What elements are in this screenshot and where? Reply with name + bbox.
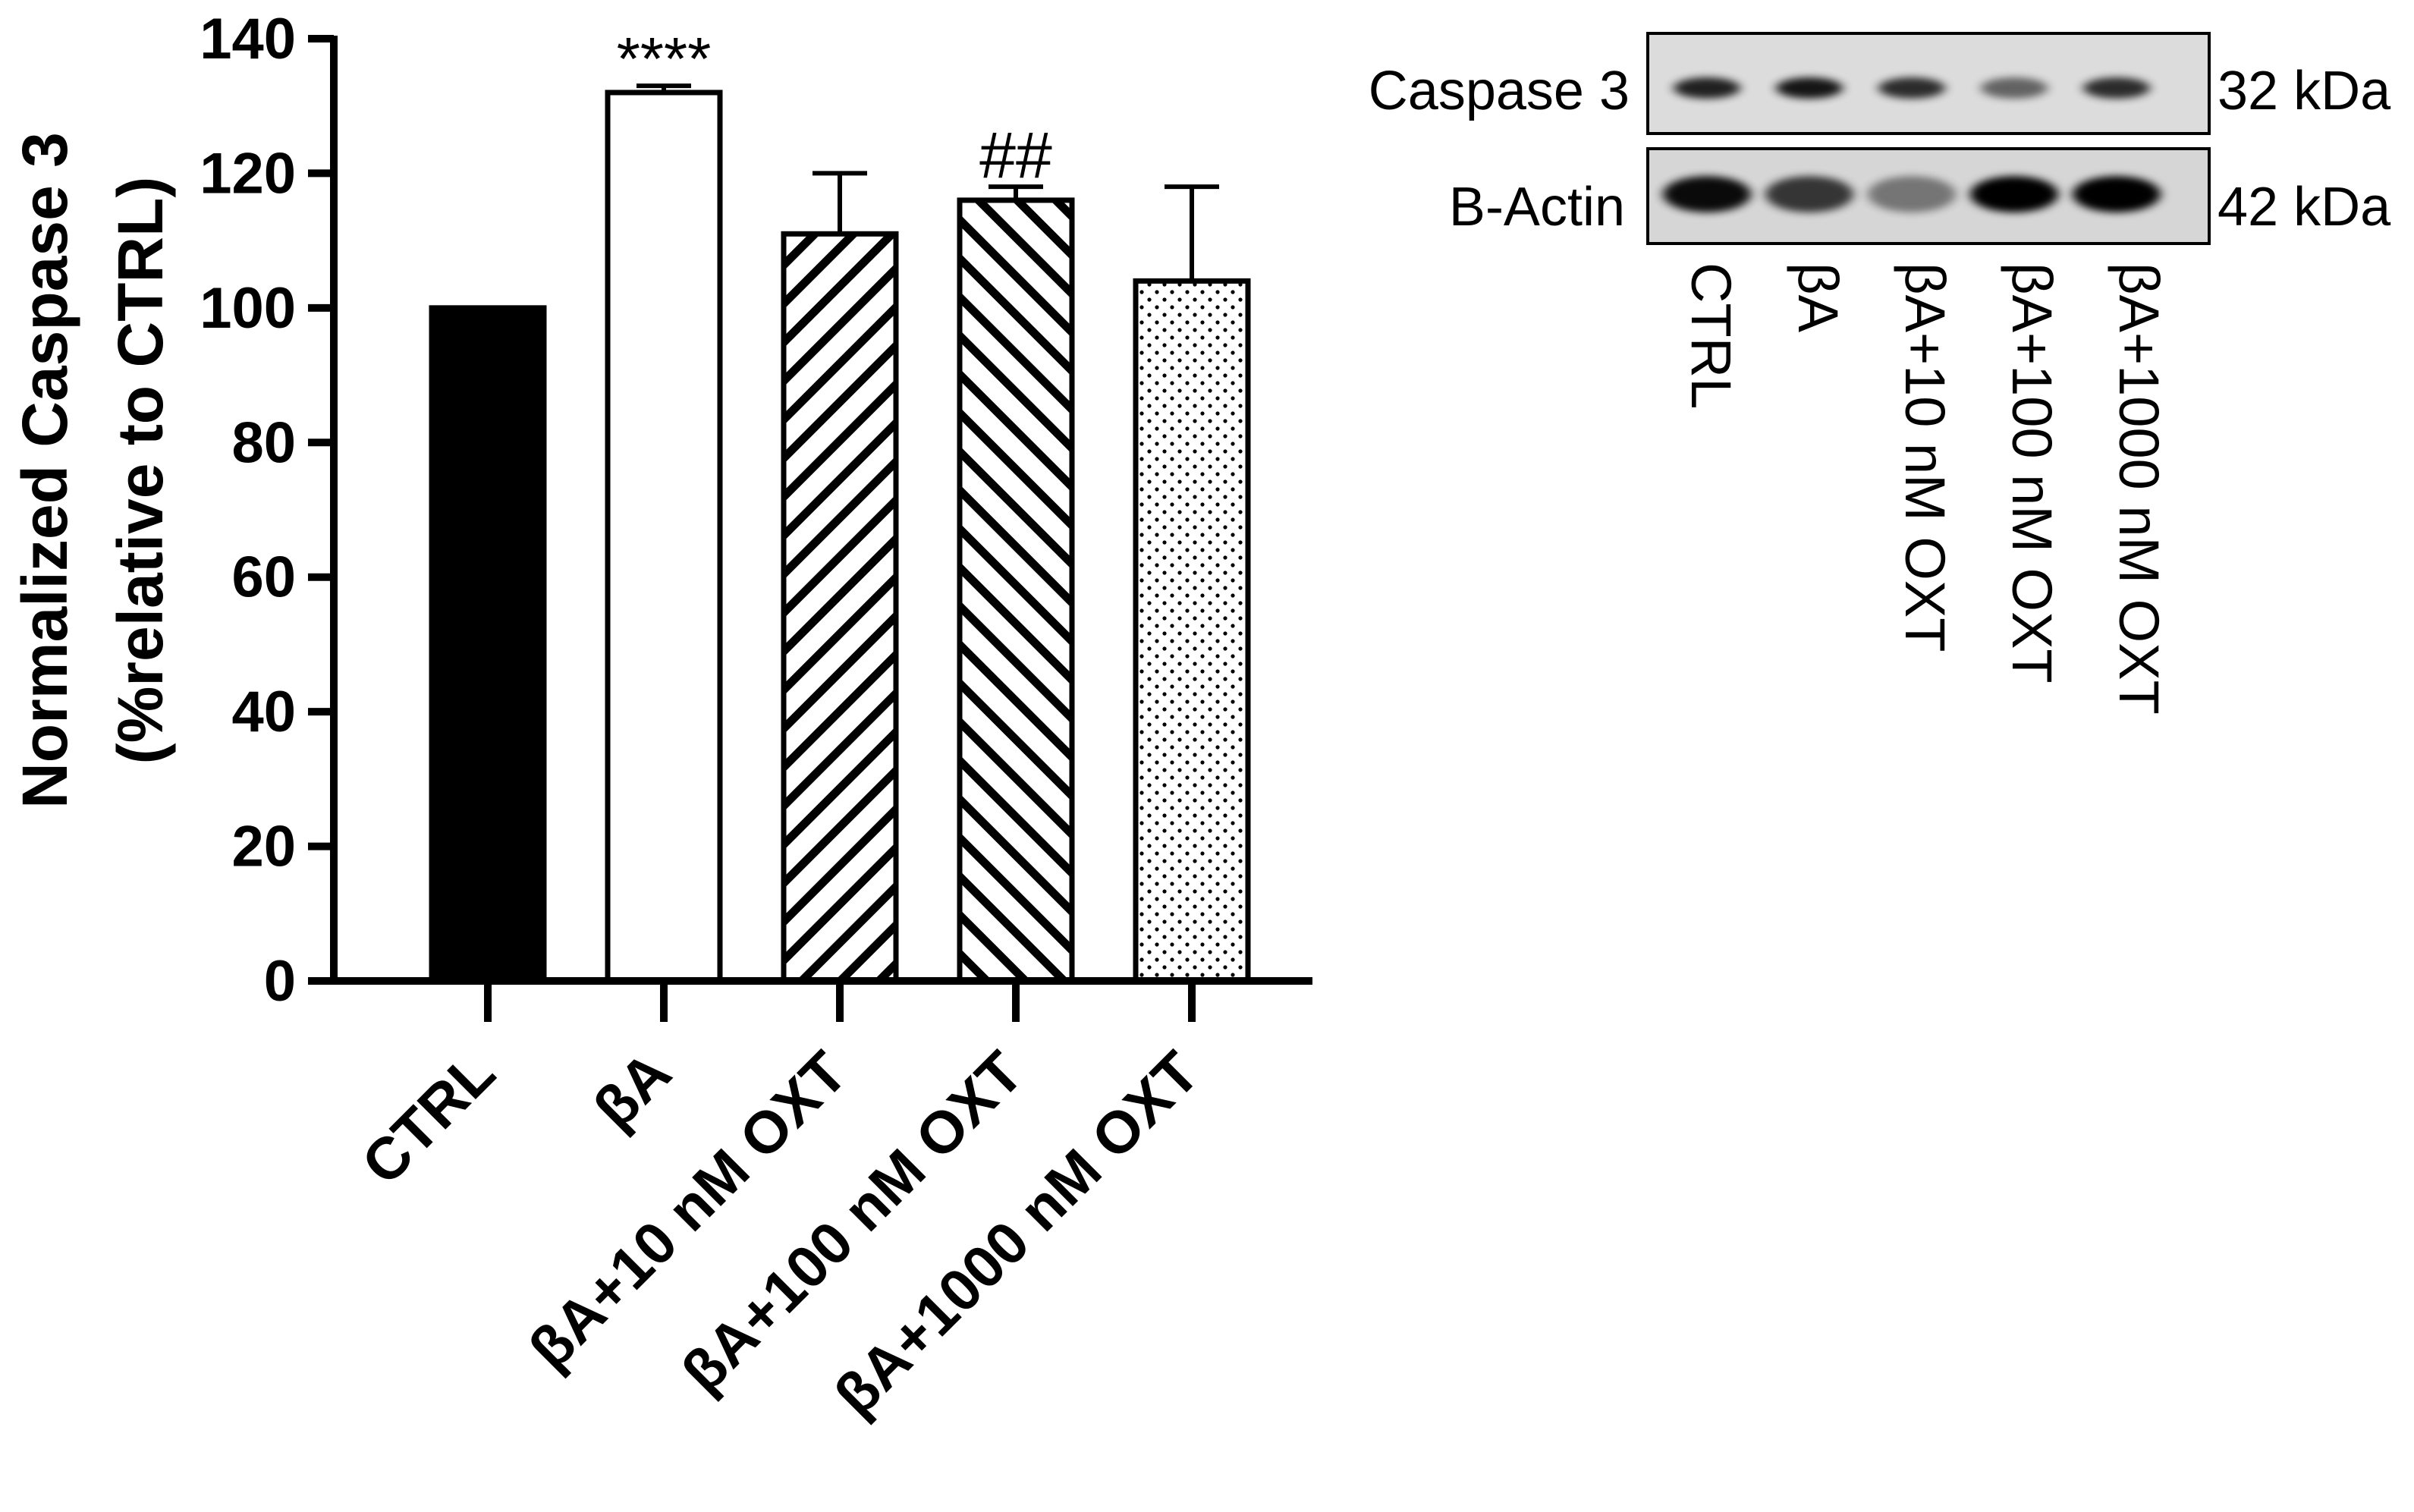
blot-band-caspase3 [2083,77,2150,99]
y-tick-label: 120 [200,141,296,206]
blot-band-caspase3 [1878,77,1945,99]
x-tick-label: βA [580,1039,684,1142]
blot-row-label-caspase3: Caspase 3 [1369,61,1630,121]
bar [605,90,723,984]
y-tick-label: 0 [264,949,296,1014]
y-axis-title-line-1: Normalized Caspase 3 [9,132,80,809]
blot-lane-label: βA+100 nM OXT [2001,262,2064,684]
blot-band-caspase3 [1776,77,1843,99]
y-tick-label: 140 [200,7,296,71]
y-tick-label: 80 [231,410,296,475]
blot-lane-label: βA+10 nM OXT [1894,262,1957,652]
blot-band-bactin [1663,176,1751,212]
bar [781,231,899,984]
blot-band-bactin [1868,176,1956,212]
blot-row-size-42kda: 42 kDa [2218,177,2391,237]
x-tick-label: βA+10 nM OXT [516,1039,860,1382]
significance-annotation: **** [617,25,712,93]
blot-band-bactin [1970,176,2058,212]
y-axis: 0 20 40 60 80 100 120 140 [200,7,338,1014]
western-blot: Caspase 3 B-Actin 32 kDa 42 kDa CTRL βA βA… [1369,32,2391,715]
blot-lane-label: βA [1787,262,1850,333]
x-tick-label: CTRL [349,1039,508,1197]
bars: **** ## [429,25,1251,984]
blot-lane-label: βA+1000 nM OXT [2108,262,2170,715]
y-axis-title-line-2: (%relative to CTRL) [105,177,176,765]
blot-band-caspase3 [1981,77,2048,99]
blot-row-size-32kda: 32 kDa [2218,61,2391,121]
blot-band-bactin [2073,176,2161,212]
y-axis-title: Normalized Caspase 3 (%relative to CTRL) [9,132,176,809]
bar [429,305,547,984]
blot-band-bactin [1765,176,1853,212]
blot-row-label-bactin: B-Actin [1449,177,1625,237]
y-tick-label: 100 [200,276,296,341]
y-tick-label: 40 [231,680,296,744]
y-tick-label: 60 [231,545,296,610]
significance-annotation: ## [979,119,1052,192]
blot-band-caspase3 [1674,77,1740,99]
bar [957,197,1075,984]
blot-lane-label: CTRL [1680,262,1743,409]
y-tick-label: 20 [231,815,296,879]
bar [1133,278,1251,984]
